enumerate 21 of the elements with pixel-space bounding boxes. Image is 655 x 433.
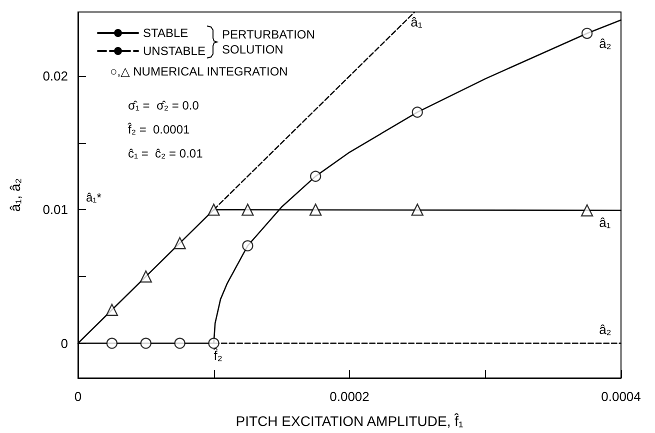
annotation: â₁ [410,14,423,30]
annotation: f̂₂ [212,348,222,363]
annotation: â₁ [599,214,612,230]
x-tick-label: 0 [74,389,82,404]
annotation: PERTURBATION SOLUTION [222,28,318,56]
y-tick-label: 0 [60,336,68,351]
annotation: σ̂₁ = σ̂₂ = 0.0 [128,98,200,112]
x-tick-label: 0.0004 [601,389,641,404]
annotation: ○,△ NUMERICAL INTEGRATION [110,64,288,78]
x-axis-title: PITCH EXCITATION AMPLITUDE, f̂₁ [236,412,464,429]
y-axis-title: â₁, â₂ [7,178,23,212]
annotation: â₂ [599,322,612,337]
y-tick-label: 0.01 [42,202,68,218]
x-tick-label: 0.0002 [330,389,370,404]
annotation: f̂₂ = 0.0001 [128,122,190,136]
annotation: â₂ [599,36,612,51]
y-tick-label: 0.02 [42,68,68,84]
legend-label: UNSTABLE [143,44,206,58]
annotation: ĉ₁ = ĉ₂ = 0.01 [128,146,204,160]
legend-label: STABLE [143,26,188,40]
annotation: â₁* [86,190,102,204]
